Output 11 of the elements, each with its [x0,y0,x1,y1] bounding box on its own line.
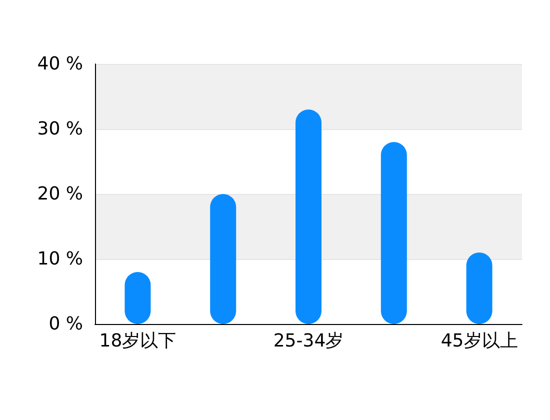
x-tick-label: 25-34岁 [273,330,344,352]
y-tick-label: 0 % [48,314,83,334]
y-tick-label: 20 % [37,184,83,204]
x-tick-label: 18岁以下 [99,330,176,352]
bar [210,194,236,324]
bar [380,142,407,324]
y-tick-label: 10 % [37,248,83,270]
y-tick-label: 40 % [37,54,83,74]
bar [296,110,322,324]
x-tick-label: 45岁以上 [440,330,518,352]
y-tick-label: 30 % [37,118,83,140]
